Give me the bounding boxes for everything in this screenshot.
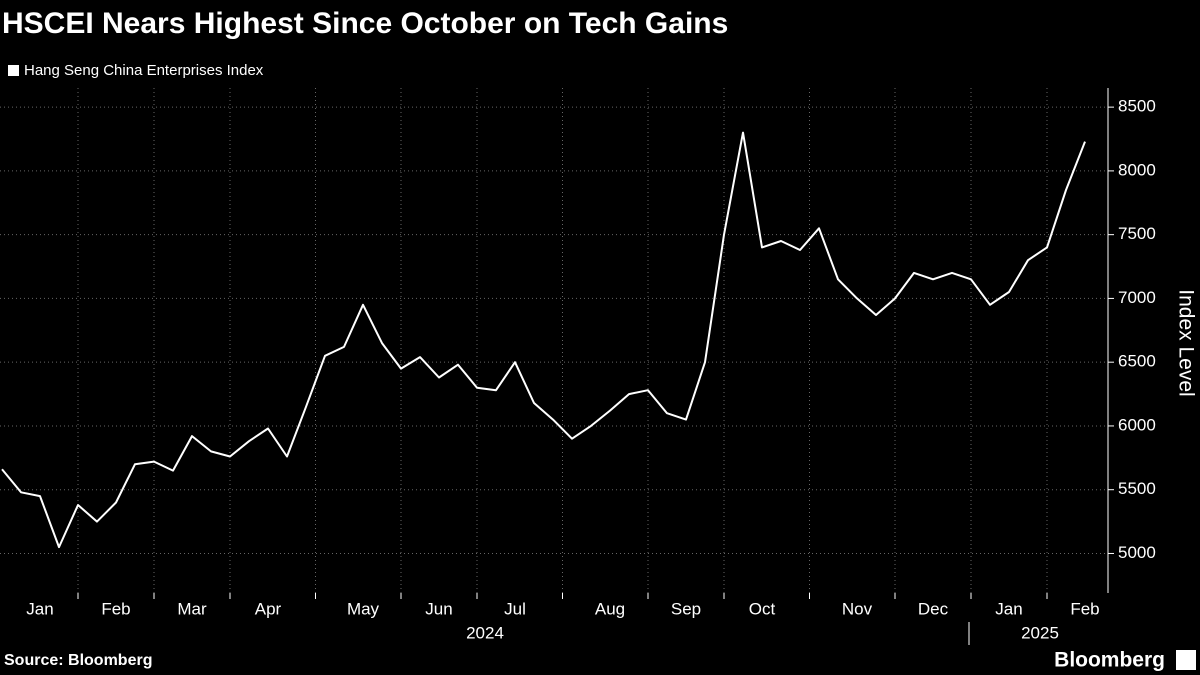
y-tick-label: 5000 — [1118, 543, 1156, 562]
y-tick-label: 7500 — [1118, 224, 1156, 243]
chart-title: HSCEI Nears Highest Since October on Tec… — [2, 7, 728, 40]
y-tick-label: 7000 — [1118, 288, 1156, 307]
x-tick-label: Nov — [842, 599, 873, 618]
y-tick-label: 6000 — [1118, 415, 1156, 434]
brand-icon — [1176, 650, 1196, 670]
x-tick-label: Sep — [671, 599, 701, 618]
x-tick-label: Jul — [504, 599, 526, 618]
y-tick-label: 8500 — [1118, 97, 1156, 116]
y-axis-label: Index Level — [1174, 289, 1197, 396]
legend-label: Hang Seng China Enterprises Index — [24, 62, 264, 79]
x-tick-label: Aug — [595, 599, 625, 618]
x-tick-label: Jan — [995, 599, 1022, 618]
year-label: 2024 — [466, 623, 504, 642]
x-tick-label: Feb — [101, 599, 130, 618]
source: Source: Bloomberg — [4, 652, 152, 669]
x-tick-label: Dec — [918, 599, 949, 618]
x-tick-label: Feb — [1070, 599, 1099, 618]
brand: Bloomberg — [1054, 649, 1165, 672]
x-tick-label: May — [347, 599, 380, 618]
legend-swatch — [8, 65, 19, 76]
y-tick-label: 8000 — [1118, 160, 1156, 179]
year-label: 2025 — [1021, 623, 1059, 642]
y-tick-label: 6500 — [1118, 352, 1156, 371]
x-tick-label: Mar — [177, 599, 207, 618]
x-tick-label: Apr — [255, 599, 282, 618]
index-line — [1, 131, 1086, 549]
y-tick-label: 5500 — [1118, 479, 1156, 498]
x-tick-label: Jun — [425, 599, 452, 618]
x-tick-label: Jan — [26, 599, 53, 618]
x-tick-label: Oct — [749, 599, 776, 618]
